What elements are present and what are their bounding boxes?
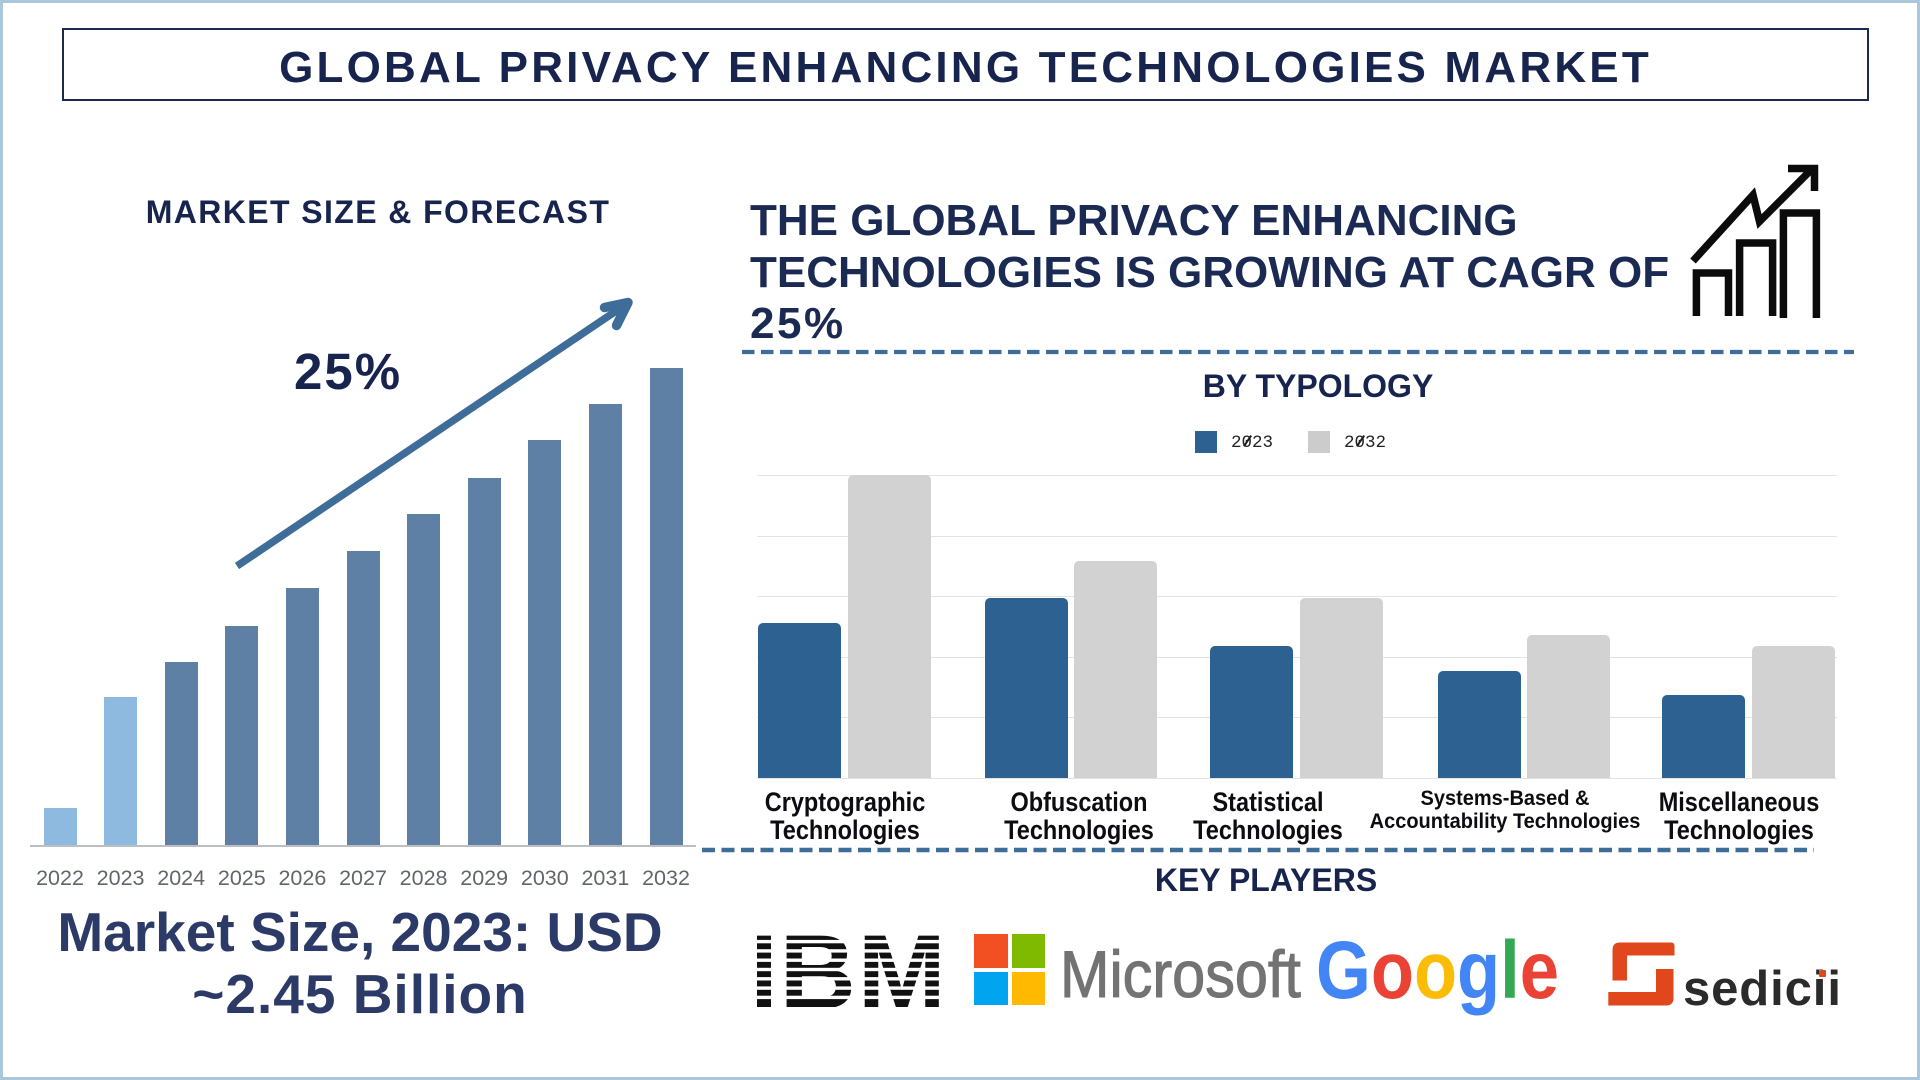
svg-text:IBM: IBM: [757, 934, 939, 1007]
